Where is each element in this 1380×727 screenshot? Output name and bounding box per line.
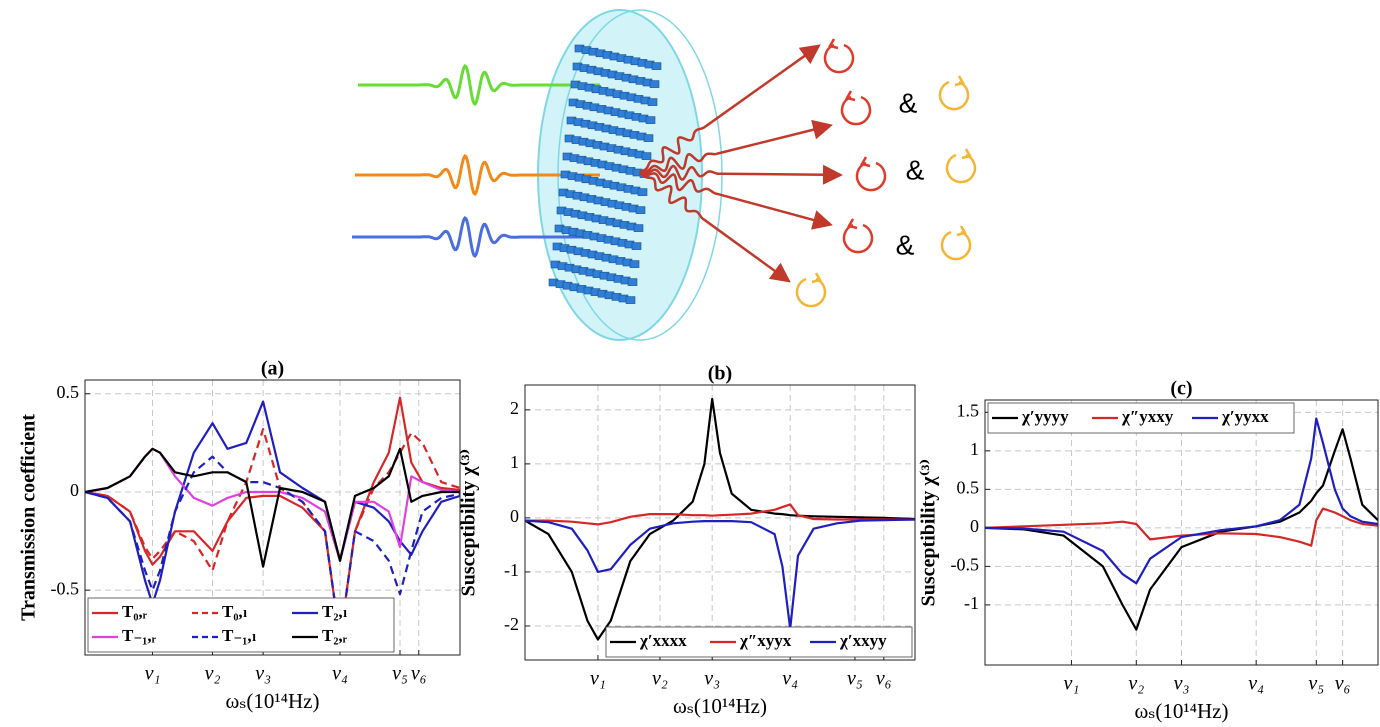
- x-tick-label: ν₄: [1248, 673, 1264, 695]
- y-tick-label: 0: [970, 516, 979, 536]
- polarization-arrow: [844, 225, 872, 252]
- polarization-tip: [830, 39, 838, 48]
- chart-title: (a): [261, 358, 284, 380]
- x-axis-label: ωₛ(10¹⁴Hz): [1135, 699, 1229, 723]
- polarization-tip: [862, 157, 870, 166]
- legend-label: χ″yxxy: [1121, 407, 1174, 426]
- y-tick-label: -0.5: [951, 555, 980, 575]
- y-tick-label: 1: [510, 452, 519, 472]
- ampersand: &: [896, 229, 915, 260]
- y-tick-label: 1: [970, 439, 979, 459]
- legend-label: χ′yyyy: [1021, 407, 1069, 426]
- y-axis-label: Susceptibility χ⁽³⁾: [918, 459, 940, 607]
- x-tick-label: ν₃: [255, 663, 271, 685]
- meta-atom: [638, 189, 647, 196]
- legend-label: χ′xxxx: [639, 631, 687, 650]
- y-axis-label: Transmission coefficient: [18, 414, 40, 621]
- legend-label: χ″xyyx: [739, 631, 792, 650]
- legend-label: T₋₁,ₗ: [222, 626, 257, 645]
- meta-atom: [648, 99, 657, 106]
- x-tick-label: ν₁: [590, 668, 606, 690]
- y-tick-label: 0.5: [57, 382, 80, 402]
- y-tick-label: -0.5: [51, 578, 80, 598]
- legend-label: T₀,ₗ: [222, 602, 248, 621]
- polarization-tip: [955, 76, 963, 85]
- y-tick-label: 1.5: [957, 400, 980, 420]
- y-tick-label: 0: [70, 480, 79, 500]
- x-tick-label: ν₆: [1335, 673, 1351, 695]
- chart-title: (b): [708, 363, 732, 385]
- x-tick-label: ν₄: [782, 668, 798, 690]
- polarization-arrow: [842, 97, 870, 124]
- polarization-tip: [849, 219, 857, 228]
- polarization-tip: [847, 91, 855, 100]
- polarization-tip: [957, 226, 965, 235]
- x-tick-label: ν₆: [876, 668, 892, 690]
- legend-label: T₂,ₗ: [322, 602, 348, 621]
- x-tick-label: ν₃: [704, 668, 720, 690]
- y-tick-label: -2: [504, 614, 519, 634]
- x-tick-label: ν₂: [205, 663, 221, 685]
- meta-atom: [632, 243, 641, 250]
- polarization-arrow: [825, 45, 853, 72]
- x-axis-label: ωₛ(10¹⁴Hz): [673, 694, 767, 718]
- meta-atom: [650, 81, 659, 88]
- ampersand: &: [899, 87, 918, 118]
- legend-label: T₀,ᵣ: [122, 602, 148, 621]
- polarization-tip: [812, 273, 820, 282]
- legend-label: χ′yyxx: [1221, 407, 1269, 426]
- figure: & & & ν₁ν₂ν₃ν₄ν₅ν₆-0.500.5(a)ωₛ(10¹⁴Hz)T…: [0, 0, 1380, 727]
- x-tick-label: ν₅: [847, 668, 863, 690]
- x-tick-label: ν₄: [332, 663, 348, 685]
- polarization-arrow: [797, 279, 825, 306]
- y-tick-label: 0.5: [957, 477, 980, 497]
- x-tick-label: ν₆: [411, 663, 427, 685]
- polarization-arrow: [940, 82, 968, 109]
- legend-label: T₋₁,ᵣ: [122, 626, 157, 645]
- polarization-tip: [962, 149, 970, 158]
- meta-atom: [646, 117, 655, 124]
- y-tick-label: -1: [504, 560, 519, 580]
- x-tick-label: ν₁: [1064, 673, 1080, 695]
- meta-atom: [642, 153, 651, 160]
- y-tick-label: 0: [510, 506, 519, 526]
- y-tick-label: -1: [964, 593, 979, 613]
- meta-atom: [652, 63, 661, 70]
- meta-atom: [644, 135, 653, 142]
- chart-title: (c): [1170, 378, 1192, 400]
- y-tick-label: 2: [510, 398, 519, 418]
- meta-atom: [626, 297, 635, 304]
- y-axis-label: Susceptibility χ⁽³⁾: [458, 449, 480, 597]
- polarization-arrow: [857, 163, 885, 190]
- ampersand: &: [906, 154, 925, 185]
- polarization-arrow: [947, 155, 975, 182]
- polarization-arrow: [942, 232, 970, 259]
- x-tick-label: ν₃: [1174, 673, 1190, 695]
- x-tick-label: ν₅: [392, 663, 408, 685]
- x-tick-label: ν₅: [1308, 673, 1324, 695]
- meta-atom: [634, 225, 643, 232]
- x-tick-label: ν₂: [652, 668, 668, 690]
- legend-label: χ′xxyy: [839, 631, 887, 650]
- legend-label: T₂,ᵣ: [322, 626, 348, 645]
- meta-atom: [636, 207, 645, 214]
- meta-atom: [628, 279, 637, 286]
- x-tick-label: ν₂: [1128, 673, 1144, 695]
- chart: ν₁ ν₂ ν₃ ν₄ ν₅ ν₆ -1 -0.5 0 0.5 1 1.5 (c) ωₛ(10¹⁴Hz) S…: [918, 378, 1378, 723]
- x-tick-label: ν₁: [145, 663, 161, 685]
- x-axis-label: ωₛ(10¹⁴Hz): [226, 689, 320, 713]
- chart: ν₁ ν₂ ν₃ ν₄ ν₅ ν₆ -2 -1 0 1 2 (b) ωₛ(10¹⁴Hz) Suscepti…: [458, 363, 915, 718]
- meta-atom: [630, 261, 639, 268]
- metasurface-diagram: & & &: [352, 10, 975, 340]
